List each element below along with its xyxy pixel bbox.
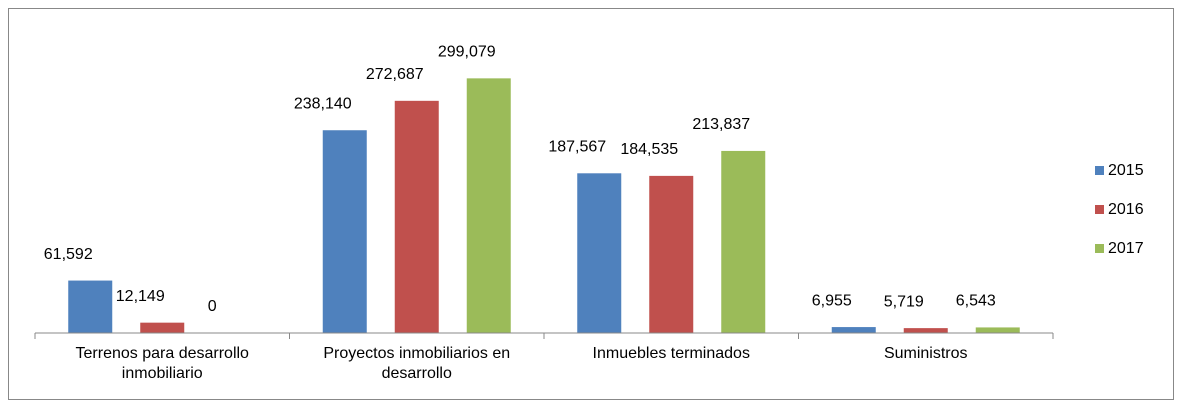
bar (68, 280, 113, 333)
legend-swatch (1095, 166, 1104, 175)
x-tick-label: Inmuebles terminados (592, 345, 750, 362)
legend-label: 2016 (1108, 201, 1144, 218)
data-label: 6,543 (956, 293, 996, 310)
data-label: 61,592 (44, 246, 93, 263)
data-label: 184,535 (620, 141, 678, 158)
legend-swatch (1095, 244, 1104, 253)
data-label: 0 (208, 298, 217, 315)
bar (831, 327, 876, 333)
bar (721, 150, 766, 333)
bar (394, 100, 439, 333)
data-label: 238,140 (294, 95, 352, 112)
x-tick-label: Terrenos para desarrollo inmobiliario (75, 345, 249, 382)
legend-label: 2017 (1108, 240, 1144, 257)
x-tick-label: Suministros (883, 345, 968, 362)
bar (649, 175, 694, 333)
chart-frame (8, 8, 1174, 400)
data-label: 213,837 (692, 116, 750, 133)
data-label: 187,567 (548, 139, 606, 156)
bar (975, 327, 1020, 333)
data-label: 12,149 (116, 288, 165, 305)
bar (903, 328, 948, 333)
data-label: 272,687 (366, 66, 424, 83)
legend-label: 2015 (1108, 162, 1144, 179)
bar (322, 130, 367, 333)
bar (466, 78, 511, 333)
bar (577, 173, 622, 333)
bar (140, 322, 185, 333)
data-label: 5,719 (884, 293, 924, 310)
legend-swatch (1095, 205, 1104, 214)
data-label: 299,079 (438, 44, 496, 61)
data-label: 6,955 (812, 292, 852, 309)
x-tick-label: Proyectos inmobiliarios en desarrollo (323, 345, 511, 382)
